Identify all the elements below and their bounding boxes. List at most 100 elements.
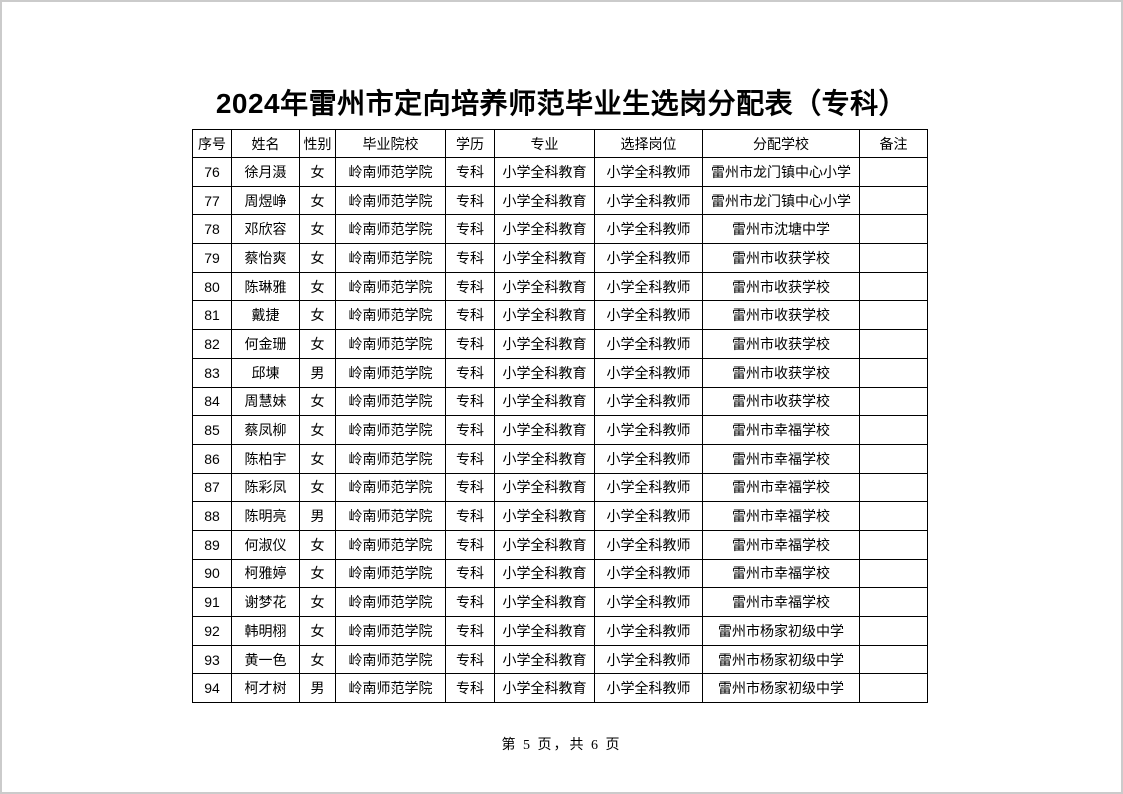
table-cell (859, 529, 928, 560)
table-row: 87 陈彩凤女岭南师范学院 专科 小学全科教育 小学全科教师 雷州市幸福学校 (192, 472, 928, 503)
header-cell: 分配学校 (702, 129, 860, 158)
table-cell: 小学全科教育 (494, 157, 595, 187)
table-cell: 陈柏宇 (231, 443, 300, 474)
table-cell: 柯雅婷 (231, 558, 300, 589)
table-cell: 雷州市收获学校 (702, 386, 860, 417)
table-cell: 岭南师范学院 (335, 329, 446, 359)
table-cell: 小学全科教育 (494, 587, 595, 617)
table-cell (859, 644, 928, 675)
page-title: 2024年雷州市定向培养师范毕业生选岗分配表（专科） (215, 88, 908, 119)
table-cell: 岭南师范学院 (335, 300, 446, 331)
table-cell: 小学全科教育 (494, 357, 595, 388)
table-cell: 周慧妹 (231, 386, 300, 417)
table-cell: 小学全科教师 (594, 243, 703, 273)
table-cell: 女 (299, 271, 336, 302)
table-cell: 女 (299, 329, 336, 359)
table-cell: 专科 (445, 300, 495, 331)
table-cell: 84 (192, 386, 232, 417)
table-cell: 专科 (445, 472, 495, 503)
table-cell: 戴捷 (231, 300, 300, 331)
table-cell: 小学全科教育 (494, 529, 595, 560)
table-cell: 雷州市杨家初级中学 (702, 616, 860, 646)
table-cell: 小学全科教育 (494, 673, 595, 704)
table-cell: 雷州市幸福学校 (702, 415, 860, 445)
table-cell: 小学全科教育 (494, 386, 595, 417)
table-cell: 专科 (445, 616, 495, 646)
table-cell (859, 185, 928, 216)
table-cell: 雷州市收获学校 (702, 300, 860, 331)
table-cell: 专科 (445, 357, 495, 388)
table-cell: 81 (192, 300, 232, 331)
table-cell: 小学全科教育 (494, 616, 595, 646)
table-cell (859, 157, 928, 187)
table-cell: 女 (299, 472, 336, 503)
table-cell: 82 (192, 329, 232, 359)
table-cell: 岭南师范学院 (335, 673, 446, 704)
table-cell: 91 (192, 587, 232, 617)
table-row: 90 柯雅婷女岭南师范学院 专科 小学全科教育 小学全科教师 雷州市幸福学校 (192, 558, 928, 589)
table-cell: 88 (192, 501, 232, 531)
table-row: 92 韩明栩女岭南师范学院 专科 小学全科教育 小学全科教师 雷州市杨家初级中学 (192, 616, 928, 646)
table-cell: 雷州市幸福学校 (702, 558, 860, 589)
table-cell: 男 (299, 673, 336, 704)
table-cell (859, 587, 928, 617)
table-cell: 雷州市收获学校 (702, 329, 860, 359)
table-row: 85 蔡凤柳女岭南师范学院 专科 小学全科教育 小学全科教师 雷州市幸福学校 (192, 415, 928, 445)
table-cell: 小学全科教育 (494, 329, 595, 359)
table-cell: 小学全科教师 (594, 644, 703, 675)
table-cell: 小学全科教师 (594, 386, 703, 417)
table-cell: 小学全科教师 (594, 300, 703, 331)
table-cell: 岭南师范学院 (335, 501, 446, 531)
table-cell (859, 558, 928, 589)
table-cell: 雷州市幸福学校 (702, 472, 860, 503)
table-body: 76 徐月滠女岭南师范学院 专科 小学全科教育 小学全科教师 雷州市龙门镇中心小学 77 周煜… (192, 157, 928, 704)
table-cell: 87 (192, 472, 232, 503)
table-cell (859, 214, 928, 245)
table-cell: 83 (192, 357, 232, 388)
table-cell: 小学全科教育 (494, 443, 595, 474)
table-cell: 专科 (445, 529, 495, 560)
header-cell: 选择岗位 (594, 129, 703, 158)
table-cell: 男 (299, 501, 336, 531)
table-row: 86 陈柏宇女岭南师范学院 专科 小学全科教育 小学全科教师 雷州市幸福学校 (192, 443, 928, 474)
table-cell: 女 (299, 587, 336, 617)
table-cell: 陈琳雅 (231, 271, 300, 302)
table-cell: 女 (299, 558, 336, 589)
table-cell: 93 (192, 644, 232, 675)
table-cell: 小学全科教师 (594, 673, 703, 704)
table-cell (859, 357, 928, 388)
table-cell: 专科 (445, 243, 495, 273)
header-cell: 性别 (299, 129, 336, 158)
table-cell (859, 329, 928, 359)
table-cell: 徐月滠 (231, 157, 300, 187)
table-cell: 专科 (445, 558, 495, 589)
table-cell: 岭南师范学院 (335, 214, 446, 245)
table-cell: 86 (192, 443, 232, 474)
table-cell: 小学全科教师 (594, 185, 703, 216)
table-cell: 女 (299, 529, 336, 560)
table-cell: 小学全科教育 (494, 472, 595, 503)
header-cell: 姓名 (231, 129, 300, 158)
table-cell: 小学全科教育 (494, 558, 595, 589)
table-row: 83 邱埬男岭南师范学院 专科 小学全科教育 小学全科教师 雷州市收获学校 (192, 357, 928, 388)
table-cell: 女 (299, 616, 336, 646)
table-cell: 小学全科教师 (594, 529, 703, 560)
table-cell: 黄一色 (231, 644, 300, 675)
table-row: 77 周煜峥女岭南师范学院 专科 小学全科教育 小学全科教师 雷州市龙门镇中心小学 (192, 185, 928, 216)
table-cell: 女 (299, 157, 336, 187)
table-cell: 邱埬 (231, 357, 300, 388)
table-cell: 陈明亮 (231, 501, 300, 531)
table-cell (859, 616, 928, 646)
table-cell: 岭南师范学院 (335, 357, 446, 388)
table-cell: 76 (192, 157, 232, 187)
table-cell (859, 300, 928, 331)
table-cell: 94 (192, 673, 232, 704)
table-cell: 小学全科教师 (594, 357, 703, 388)
table-cell: 小学全科教师 (594, 558, 703, 589)
table-cell: 雷州市幸福学校 (702, 529, 860, 560)
table-row: 84 周慧妹女岭南师范学院 专科 小学全科教育 小学全科教师 雷州市收获学校 (192, 386, 928, 417)
table-cell: 岭南师范学院 (335, 185, 446, 216)
table-cell: 专科 (445, 329, 495, 359)
table-cell: 何金珊 (231, 329, 300, 359)
